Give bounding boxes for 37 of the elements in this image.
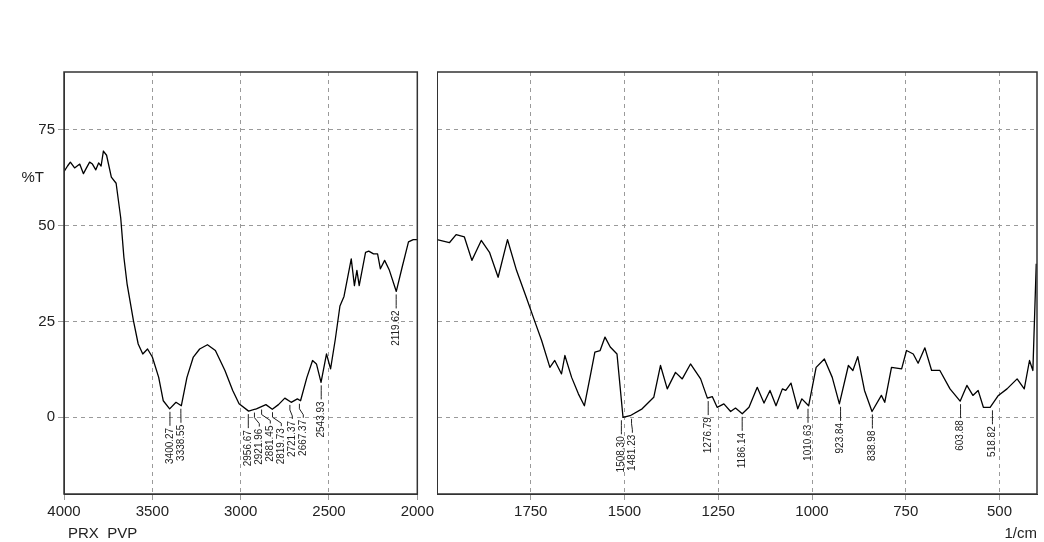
annotation: 1508.30	[615, 435, 627, 473]
y-axis-title: %T	[21, 167, 44, 185]
annotation: 2721.37	[286, 420, 298, 458]
annotation: 2956.67	[242, 429, 254, 467]
annotation: 2543.93	[314, 400, 326, 438]
y-tick-label: 0	[46, 407, 55, 425]
x-tick-label: 1750	[514, 502, 548, 520]
annotation: 838.98	[866, 430, 878, 462]
x-tick-label: 2500	[312, 502, 346, 520]
y-tick-label: 75	[38, 119, 55, 137]
y-tick-label: 25	[38, 311, 55, 329]
annotation: 603.88	[954, 419, 966, 451]
annotation: 923.84	[834, 422, 846, 454]
x-tick-label: 1250	[701, 502, 735, 520]
x-tick-label: 3500	[135, 502, 170, 520]
y-tick-label: 50	[38, 215, 55, 233]
annotation: 1481.23	[626, 434, 638, 471]
annotation: 2921.96	[253, 428, 265, 465]
text: PRX PVP	[68, 523, 138, 541]
x-tick-label: 3000	[223, 502, 258, 520]
annotation: 3400.27	[163, 427, 175, 464]
x-tick-label: 500	[986, 502, 1013, 520]
x-tick-label: 4000	[47, 502, 81, 520]
annotation: 2119.62	[389, 310, 401, 346]
annotation: 2819.73	[275, 427, 287, 465]
annotation: 518.82	[986, 425, 998, 457]
annotation: 3338.55	[174, 424, 186, 461]
annotation: 1010.63	[801, 424, 813, 461]
x-axis-title: 1/cm	[1004, 523, 1037, 541]
annotation: 1186.14	[735, 432, 747, 469]
x-tick-label: 2000	[400, 502, 434, 520]
x-tick-label: 1000	[795, 502, 829, 520]
x-tick-label: 750	[893, 502, 919, 520]
annotation: 1276.79	[701, 416, 713, 454]
x-tick-label: 1500	[607, 502, 642, 520]
annotation: 2667.37	[297, 419, 309, 456]
annotation: 2881.45	[264, 425, 276, 462]
